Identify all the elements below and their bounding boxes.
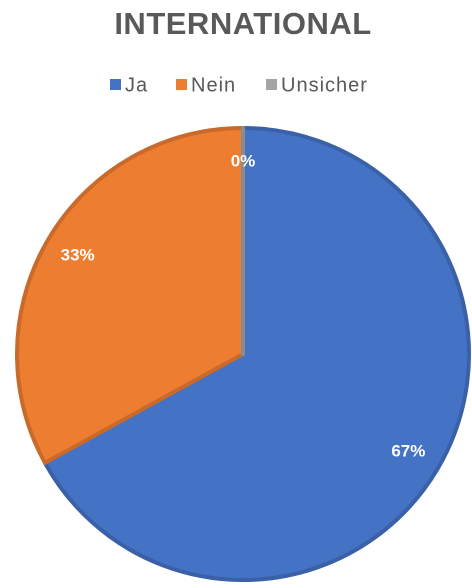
data-label: 0% bbox=[231, 151, 256, 170]
legend-swatch bbox=[110, 79, 121, 90]
chart-title: INTERNATIONAL bbox=[114, 6, 371, 41]
data-label: 33% bbox=[61, 246, 95, 265]
legend-swatch bbox=[176, 79, 187, 90]
legend-swatch bbox=[266, 79, 277, 90]
legend-label: Nein bbox=[191, 74, 236, 96]
pie-slice bbox=[15, 126, 245, 465]
legend-label: Ja bbox=[125, 74, 148, 96]
pie-slice bbox=[42, 126, 471, 582]
legend-label: Unsicher bbox=[281, 74, 368, 96]
data-label: 67% bbox=[391, 441, 425, 460]
